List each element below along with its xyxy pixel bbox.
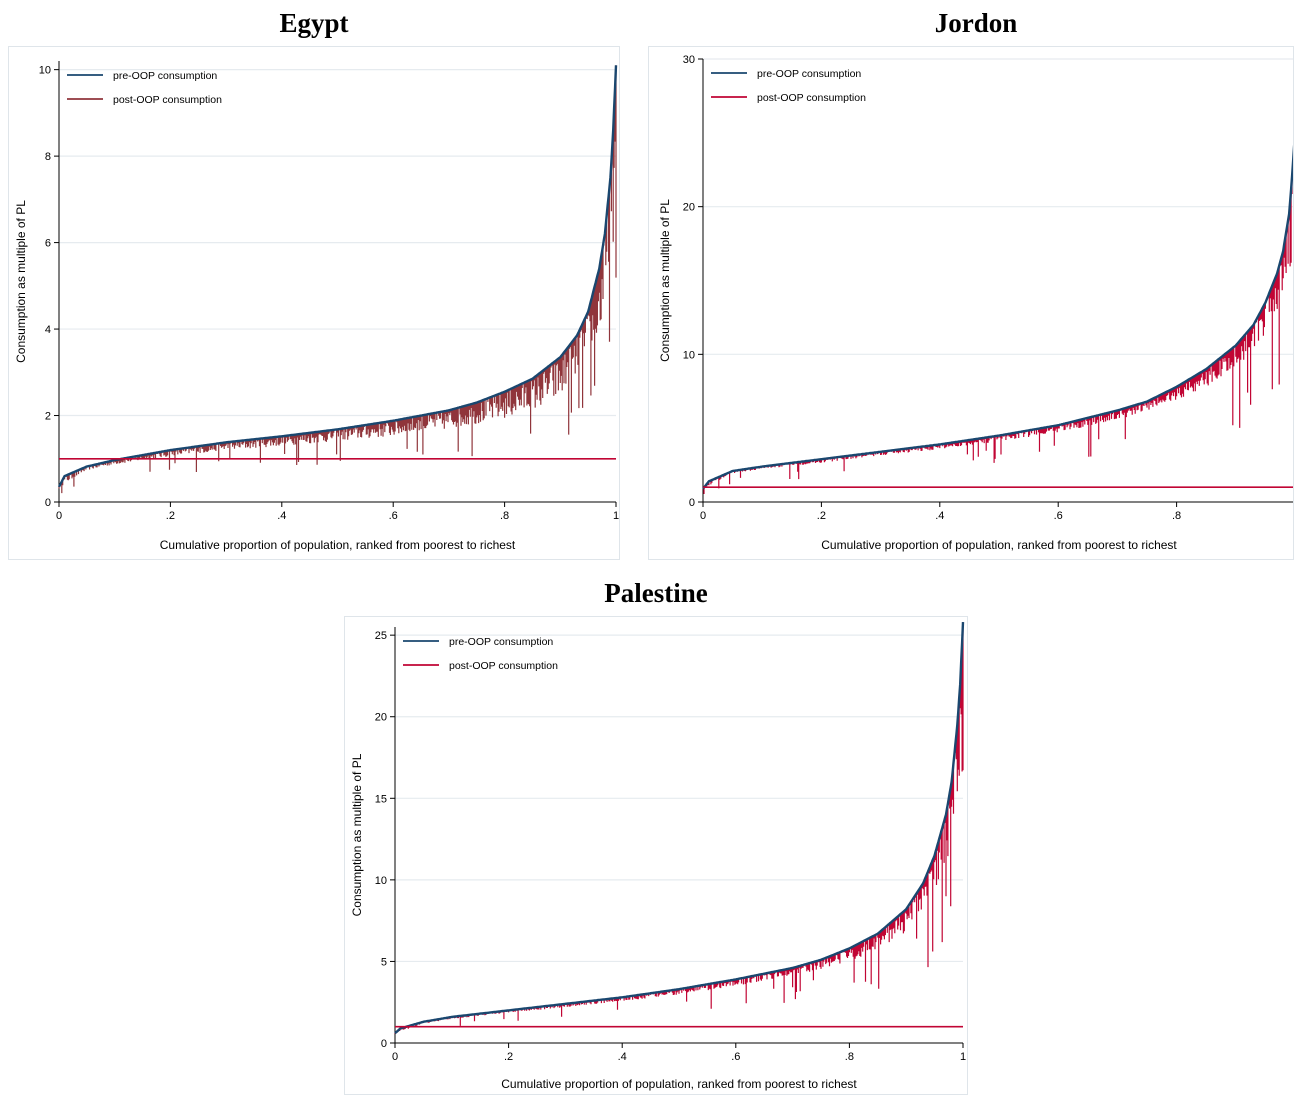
y-tick-label: 0 xyxy=(45,497,51,509)
x-tick-label: 0 xyxy=(56,510,62,522)
chart-panel-egypt: 0 2 4 6 8 10 0 .2 .4 .6 .8 1 Cumulative proportion o… xyxy=(8,46,620,560)
y-tick-label: 0 xyxy=(689,497,695,509)
y-axis-label: Consumption as multiple of PL xyxy=(350,753,364,916)
x-axis-label: Cumulative proportion of population, ran… xyxy=(501,1077,857,1091)
x-tick-label: .6 xyxy=(731,1051,740,1063)
y-tick-label: 15 xyxy=(375,793,387,805)
x-tick-label: 0 xyxy=(392,1051,398,1063)
chart-jordon: 0 10 20 30 0 .2 .4 .6 .8 Cumulative proportion of… xyxy=(658,54,1293,552)
chart-title-palestine: Palestine xyxy=(604,578,708,608)
legend-label: post-OOP consumption xyxy=(449,660,558,672)
x-tick-label: .8 xyxy=(500,510,509,522)
x-axis-label: Cumulative proportion of population, ran… xyxy=(821,538,1177,552)
x-tick-label: .8 xyxy=(845,1051,854,1063)
legend-label: pre-OOP consumption xyxy=(113,70,217,82)
y-tick-label: 2 xyxy=(45,411,51,423)
y-axis-label: Consumption as multiple of PL xyxy=(658,199,672,362)
y-tick-label: 20 xyxy=(375,712,387,724)
post-oop-series xyxy=(702,162,1293,494)
legend-label: post-OOP consumption xyxy=(113,94,222,106)
y-tick-label: 25 xyxy=(375,630,387,642)
x-tick-label: .2 xyxy=(504,1051,513,1063)
y-tick-label: 10 xyxy=(39,65,51,77)
y-tick-label: 0 xyxy=(381,1038,387,1050)
legend-label: pre-OOP consumption xyxy=(449,636,553,648)
y-tick-label: 30 xyxy=(683,54,695,66)
x-tick-label: 1 xyxy=(960,1051,966,1063)
y-tick-label: 10 xyxy=(683,349,695,361)
pre-oop-line xyxy=(394,622,965,1035)
x-tick-label: .8 xyxy=(1172,510,1181,522)
y-tick-label: 4 xyxy=(45,324,51,336)
x-tick-label: .6 xyxy=(1054,510,1063,522)
post-oop-spikes xyxy=(702,162,1293,494)
pre-oop-line xyxy=(57,65,618,488)
x-tick-label: .2 xyxy=(817,510,826,522)
x-tick-label: 0 xyxy=(700,510,706,522)
chart-panel-jordon: 0 10 20 30 0 .2 .4 .6 .8 Cumulative proportion of… xyxy=(648,46,1294,560)
post-oop-series xyxy=(394,622,964,1034)
x-tick-label: .4 xyxy=(277,510,286,522)
x-axis-label: Cumulative proportion of population, ran… xyxy=(160,538,516,552)
chart-egypt: 0 2 4 6 8 10 0 .2 .4 .6 .8 1 Cumulative proportion o… xyxy=(14,61,619,552)
chart-panel-palestine: 0 5 10 15 20 25 0 .2 .4 .6 .8 1 Cumulative proportio… xyxy=(344,616,968,1095)
x-tick-label: .2 xyxy=(166,510,175,522)
y-tick-label: 20 xyxy=(683,202,695,214)
legend-label: pre-OOP consumption xyxy=(757,68,861,80)
y-tick-label: 6 xyxy=(45,238,51,250)
legend-label: post-OOP consumption xyxy=(757,92,866,104)
chart-palestine: 0 5 10 15 20 25 0 .2 .4 .6 .8 1 Cumulative proportio… xyxy=(350,622,966,1091)
x-tick-label: .4 xyxy=(935,510,944,522)
chart-title-jordon: Jordon xyxy=(934,8,1018,38)
y-tick-label: 10 xyxy=(375,875,387,887)
y-axis-label: Consumption as multiple of PL xyxy=(14,200,28,363)
chart-title-egypt: Egypt xyxy=(279,8,349,38)
post-oop-spikes xyxy=(394,622,964,1034)
x-tick-label: 1 xyxy=(613,510,619,522)
pre-oop-line xyxy=(702,144,1293,490)
y-tick-label: 5 xyxy=(381,956,387,968)
x-tick-label: .6 xyxy=(389,510,398,522)
x-tick-label: .4 xyxy=(618,1051,627,1063)
y-tick-label: 8 xyxy=(45,151,51,163)
